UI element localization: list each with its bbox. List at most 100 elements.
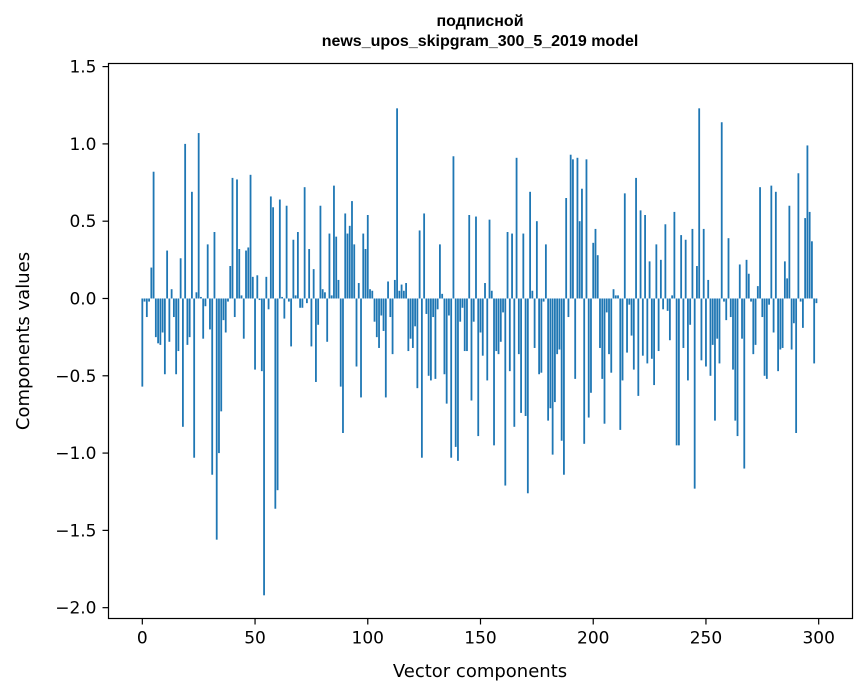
bar-105 bbox=[378, 298, 380, 348]
bar-121 bbox=[414, 298, 417, 327]
y-tick-label: −0.5 bbox=[55, 367, 96, 387]
x-axis-label: Vector components bbox=[393, 661, 567, 682]
bar-260 bbox=[727, 238, 730, 299]
bar-34 bbox=[218, 298, 220, 454]
bar-129 bbox=[432, 298, 435, 318]
bar-156 bbox=[493, 298, 495, 446]
bar-17 bbox=[179, 258, 182, 299]
bar-28 bbox=[204, 298, 207, 307]
bar-204 bbox=[601, 298, 604, 379]
bar-230 bbox=[659, 259, 662, 299]
bar-232 bbox=[664, 224, 667, 299]
bar-172 bbox=[529, 191, 531, 299]
bar-60 bbox=[276, 298, 279, 491]
y-tick-label: −2.0 bbox=[55, 599, 96, 619]
bar-175 bbox=[535, 221, 538, 299]
bar-52 bbox=[258, 298, 261, 301]
bar-148 bbox=[475, 216, 477, 299]
bar-75 bbox=[310, 298, 313, 347]
bar-119 bbox=[409, 298, 412, 339]
bar-261 bbox=[729, 298, 732, 318]
bar-49 bbox=[251, 276, 254, 299]
bar-45 bbox=[242, 298, 245, 339]
bar-243 bbox=[689, 298, 692, 325]
bar-256 bbox=[718, 298, 721, 364]
y-tick-label: −1.0 bbox=[55, 444, 96, 464]
bar-258 bbox=[723, 298, 725, 302]
bar-36 bbox=[222, 298, 225, 321]
bar-298 bbox=[813, 298, 816, 364]
bar-38 bbox=[227, 298, 229, 302]
bar-103 bbox=[373, 298, 376, 322]
bar-255 bbox=[716, 298, 719, 339]
chart-title-line-1: подписной bbox=[436, 13, 524, 30]
bar-299 bbox=[815, 298, 818, 304]
bar-78 bbox=[317, 298, 320, 325]
bar-277 bbox=[765, 298, 768, 379]
bar-247 bbox=[698, 108, 701, 299]
bar-62 bbox=[281, 296, 283, 299]
bar-253 bbox=[711, 298, 714, 345]
y-axis-ticks: 1.5 1.0 0.5 0.0 −0.5 −1.0 −1.5 −2.0 bbox=[55, 58, 109, 619]
bar-50 bbox=[254, 298, 256, 370]
bar-70 bbox=[299, 298, 302, 308]
bar-20 bbox=[186, 298, 189, 345]
bar-178 bbox=[542, 298, 545, 302]
bar-144 bbox=[466, 298, 468, 352]
bar-79 bbox=[319, 205, 322, 299]
bar-225 bbox=[648, 261, 651, 299]
bar-288 bbox=[790, 298, 793, 350]
bar-series bbox=[141, 108, 818, 596]
bar-130 bbox=[434, 298, 437, 379]
bar-209 bbox=[612, 289, 615, 299]
bar-280 bbox=[772, 298, 775, 333]
bar-42 bbox=[236, 179, 238, 299]
bar-205 bbox=[603, 298, 606, 424]
bar-89 bbox=[342, 298, 344, 433]
bar-286 bbox=[786, 278, 789, 299]
bar-30 bbox=[209, 298, 211, 330]
bar-216 bbox=[628, 298, 631, 305]
bar-55 bbox=[265, 276, 268, 299]
bar-285 bbox=[783, 261, 786, 299]
x-tick-label: 150 bbox=[464, 629, 496, 649]
bar-51 bbox=[256, 275, 259, 299]
bar-39 bbox=[229, 266, 232, 299]
bar-283 bbox=[779, 298, 782, 350]
bar-281 bbox=[774, 191, 777, 299]
bar-274 bbox=[759, 187, 761, 299]
bar-98 bbox=[362, 233, 365, 299]
bar-2 bbox=[145, 298, 148, 318]
bar-69 bbox=[296, 232, 299, 299]
bar-201 bbox=[594, 228, 597, 299]
bar-254 bbox=[714, 298, 716, 421]
bar-142 bbox=[461, 298, 464, 308]
bar-53 bbox=[260, 298, 263, 372]
x-tick-label: 100 bbox=[352, 629, 384, 649]
bar-132 bbox=[439, 244, 441, 299]
y-tick-label: 1.5 bbox=[69, 58, 96, 78]
bar-221 bbox=[639, 210, 642, 299]
bar-290 bbox=[795, 298, 798, 433]
bar-107 bbox=[382, 298, 385, 331]
bar-192 bbox=[574, 298, 577, 379]
bar-64 bbox=[285, 205, 288, 299]
x-axis-ticks: 0 50 100 150 200 250 300 bbox=[137, 618, 835, 649]
bar-123 bbox=[418, 230, 421, 299]
bar-213 bbox=[621, 298, 624, 381]
bar-59 bbox=[274, 298, 277, 509]
bar-211 bbox=[617, 295, 619, 299]
bar-10 bbox=[163, 298, 166, 375]
bar-267 bbox=[743, 298, 746, 469]
bar-163 bbox=[508, 298, 511, 372]
bar-246 bbox=[696, 266, 698, 299]
bar-224 bbox=[646, 298, 649, 364]
bar-208 bbox=[610, 298, 613, 373]
bar-136 bbox=[448, 298, 450, 316]
bar-26 bbox=[200, 296, 202, 299]
plot-area-frame bbox=[107, 62, 854, 620]
bar-251 bbox=[707, 279, 710, 299]
bar-57 bbox=[269, 196, 272, 299]
bar-265 bbox=[738, 264, 741, 299]
bar-16 bbox=[177, 298, 180, 352]
